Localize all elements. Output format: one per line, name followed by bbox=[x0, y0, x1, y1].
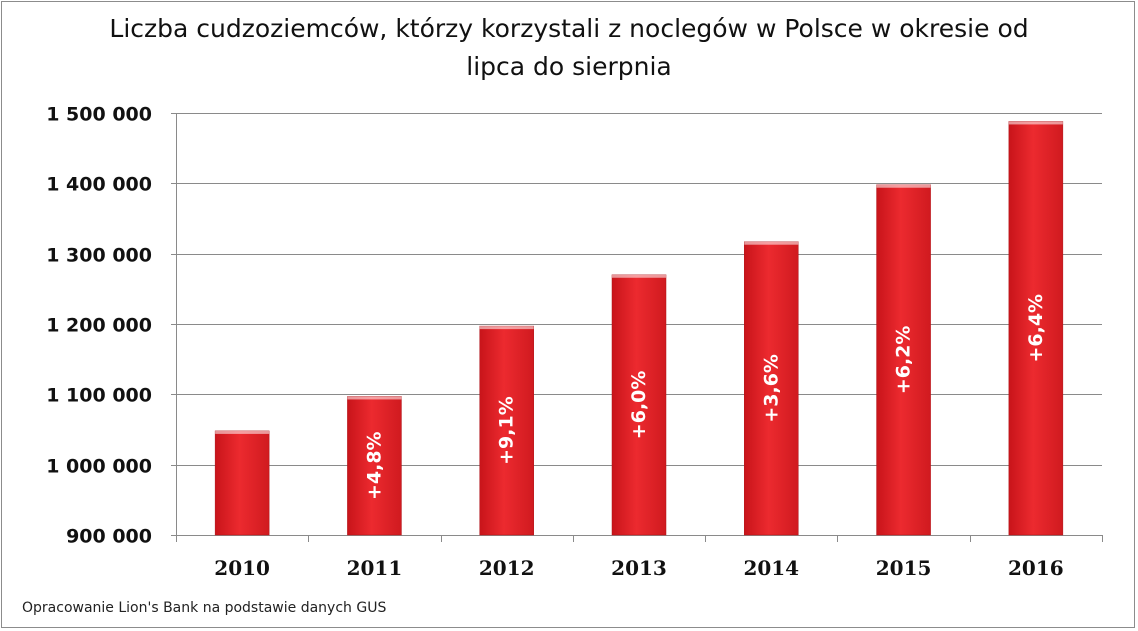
bar-data-label: +6,4% bbox=[1025, 294, 1047, 363]
y-tick-label: 1 000 000 bbox=[46, 456, 152, 478]
bar-2014 bbox=[744, 241, 799, 536]
chart-title-line-1: Liczba cudzoziemców, którzy korzystali z… bbox=[109, 14, 1029, 43]
bar-data-label: +6,2% bbox=[893, 326, 915, 395]
source-note: Opracowanie Lion's Bank na podstawie dan… bbox=[22, 600, 387, 616]
x-tick-label: 2011 bbox=[347, 556, 403, 580]
x-tick-label: 2012 bbox=[479, 556, 535, 580]
bar-highlight bbox=[479, 326, 534, 330]
x-tick-label: 2013 bbox=[611, 556, 667, 580]
bar-highlight bbox=[347, 396, 402, 400]
x-tick-labels: 2010 2011 2012 2013 2014 2015 2016 bbox=[214, 556, 1063, 580]
bar-2010 bbox=[214, 430, 270, 536]
bar-2013 bbox=[611, 274, 667, 536]
bar-highlight bbox=[744, 241, 799, 245]
y-tick-label: 1 500 000 bbox=[46, 104, 152, 126]
bar-data-label: +9,1% bbox=[496, 396, 518, 465]
x-tick-label: 2015 bbox=[876, 556, 932, 580]
bars: +4,8% +9,1% +6,0% +3,6% +6,2% +6,4% bbox=[214, 121, 1064, 536]
chart-title-line-2: lipca do sierpnia bbox=[466, 52, 672, 81]
bar-highlight bbox=[1008, 121, 1063, 125]
axes bbox=[171, 113, 1103, 542]
bar-2015 bbox=[876, 184, 931, 536]
y-tick-labels: 900 000 1 000 000 1 100 000 1 200 000 1 300 … bbox=[46, 104, 152, 548]
bar-highlight bbox=[612, 274, 666, 278]
x-tick-label: 2010 bbox=[214, 556, 270, 580]
bar-data-label: +3,6% bbox=[760, 354, 782, 423]
y-tick-label: 1 200 000 bbox=[46, 315, 152, 337]
bar-highlight bbox=[215, 430, 270, 434]
bar-highlight bbox=[876, 184, 931, 188]
y-tick-label: 1 300 000 bbox=[46, 245, 152, 267]
bar-2012 bbox=[479, 325, 534, 536]
y-tick-label: 1 100 000 bbox=[46, 385, 152, 407]
bar-data-label: +4,8% bbox=[363, 431, 385, 500]
y-tick-label: 1 400 000 bbox=[46, 174, 152, 196]
bar-2016 bbox=[1008, 121, 1064, 536]
bar-data-label: +6,0% bbox=[628, 371, 650, 440]
y-tick-label: 900 000 bbox=[66, 526, 152, 548]
chart-title: Liczba cudzoziemców, którzy korzystali z… bbox=[0, 10, 1138, 86]
x-tick-label: 2014 bbox=[743, 556, 799, 580]
x-tick-label: 2016 bbox=[1008, 556, 1064, 580]
